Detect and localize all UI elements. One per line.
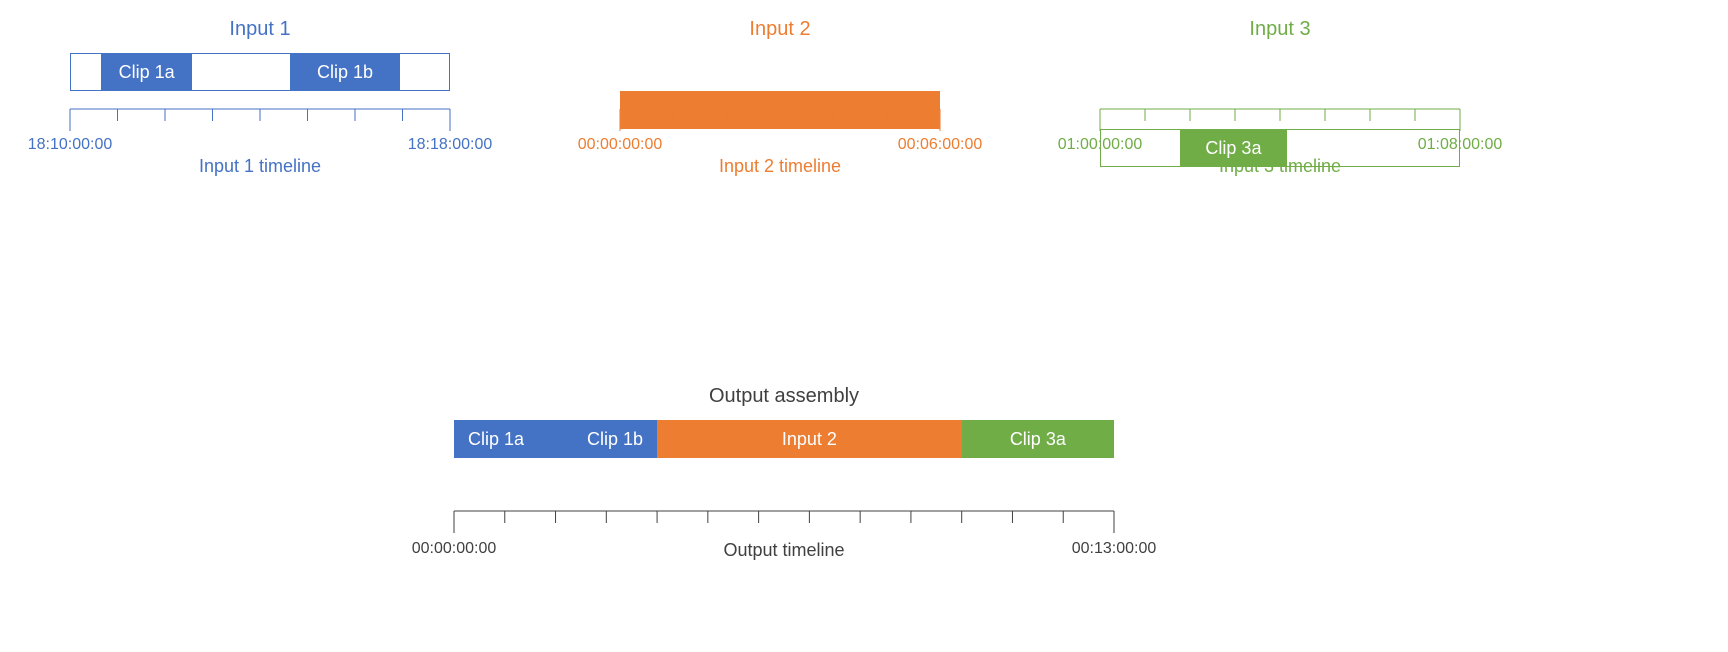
output-segment-label: Input 2 [657,420,962,458]
output-segment-label: Clip 1a [454,420,556,458]
input3-title: Input 3 [1100,18,1460,41]
output-segment-label: Clip 1b [556,420,658,458]
axis [69,108,451,132]
input1-timeline-label: Input 1 timeline [70,156,450,177]
output-segment: Input 2 [657,420,962,458]
input2-timeline-label: Input 2 timeline [620,156,940,177]
input1-start-tc: 18:10:00:00 [20,136,120,154]
input2-title: Input 2 [620,18,940,41]
input3-end-tc: 01:08:00:00 [1410,136,1510,154]
output-segment: Clip 3a [962,420,1114,458]
output-timeline-label: Output timeline [454,540,1114,561]
input1-clip: Clip 1a [101,54,192,90]
axis [1099,108,1461,132]
input2-start-tc: 00:00:00:00 [570,136,670,154]
output-segment-label: Clip 3a [962,420,1114,458]
axis [453,510,1115,534]
input3-start-tc: 01:00:00:00 [1050,136,1150,154]
input1-clip-label: Clip 1b [290,54,400,90]
axis [619,108,941,132]
input1-clip-label: Clip 1a [101,54,192,90]
input3-timeline-label: Input 3 timeline [1100,156,1460,177]
input1-track: Clip 1a Clip 1b [70,53,450,91]
output-title: Output assembly [454,385,1114,408]
input1-clip: Clip 1b [290,54,400,90]
output-track: Clip 1aClip 1bInput 2Clip 3a [454,420,1114,458]
output-segment: Clip 1a [454,420,556,458]
input1-title: Input 1 [70,18,450,41]
output-segment: Clip 1b [556,420,658,458]
input1-end-tc: 18:18:00:00 [400,136,500,154]
input2-end-tc: 00:06:00:00 [890,136,990,154]
